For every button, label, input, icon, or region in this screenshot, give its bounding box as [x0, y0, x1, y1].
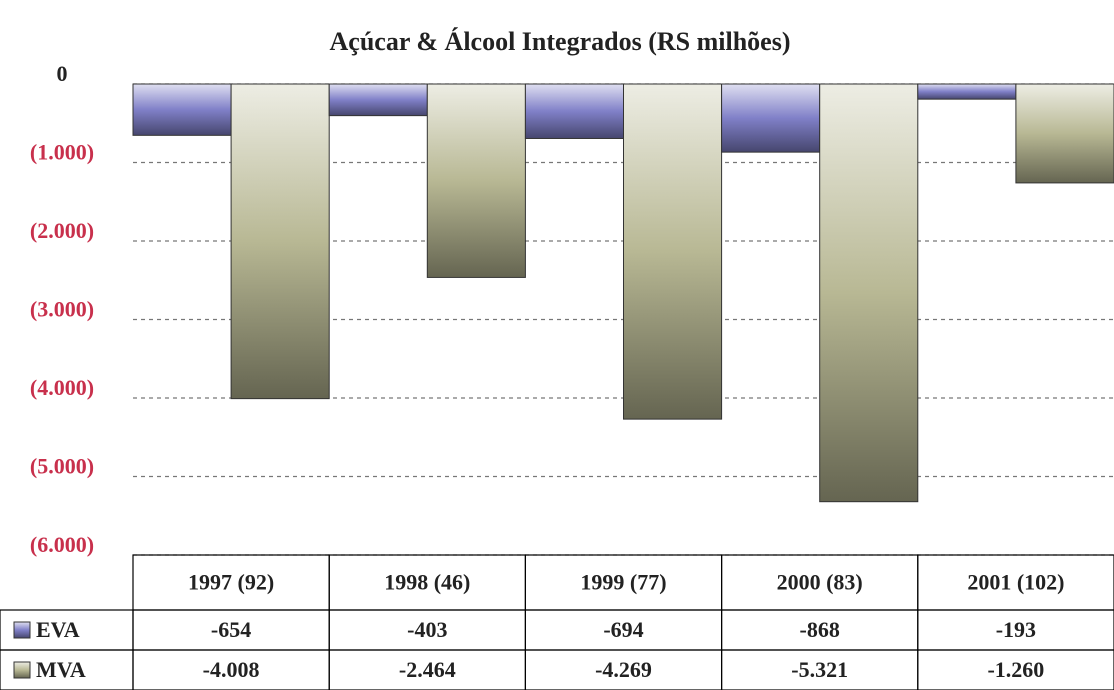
- data-label: -868: [800, 617, 840, 642]
- data-label: -193: [996, 617, 1036, 642]
- table-cell: [0, 649, 134, 690]
- legend-swatch: [13, 661, 31, 679]
- y-tick-label: (2.000): [30, 218, 94, 243]
- bar: [426, 83, 526, 278]
- data-label: -2.464: [399, 657, 456, 682]
- data-label: -5.321: [791, 657, 848, 682]
- x-tick-label: 2001 (102): [967, 570, 1064, 595]
- bar: [1015, 83, 1114, 184]
- y-tick-label: 0: [57, 61, 68, 86]
- legend-label: MVA: [36, 657, 86, 682]
- x-tick-label: 1997 (92): [188, 570, 274, 595]
- bar: [721, 83, 821, 153]
- data-label: -4.008: [203, 657, 260, 682]
- data-label: -1.260: [987, 657, 1044, 682]
- data-label: -4.269: [595, 657, 652, 682]
- data-label: -694: [603, 617, 643, 642]
- y-tick-label: (1.000): [30, 140, 94, 165]
- y-tick-label: (3.000): [30, 297, 94, 322]
- x-tick-label: 1998 (46): [384, 570, 470, 595]
- chart-title: Açúcar & Álcool Integrados (RS milhões): [330, 27, 791, 56]
- y-tick-label: (6.000): [30, 532, 94, 557]
- data-label: -654: [211, 617, 251, 642]
- bar: [819, 83, 919, 503]
- bar: [328, 83, 428, 117]
- bar: [623, 83, 723, 420]
- y-tick-label: (5.000): [30, 454, 94, 479]
- bar: [917, 83, 1017, 100]
- bar: [230, 83, 330, 400]
- bar: [132, 83, 232, 136]
- data-label: -403: [407, 617, 447, 642]
- x-tick-label: 2000 (83): [777, 570, 863, 595]
- y-tick-label: (4.000): [30, 375, 94, 400]
- legend-swatch: [13, 621, 31, 639]
- x-tick-label: 1999 (77): [580, 570, 666, 595]
- legend-label: EVA: [36, 617, 80, 642]
- bar: [524, 83, 625, 139]
